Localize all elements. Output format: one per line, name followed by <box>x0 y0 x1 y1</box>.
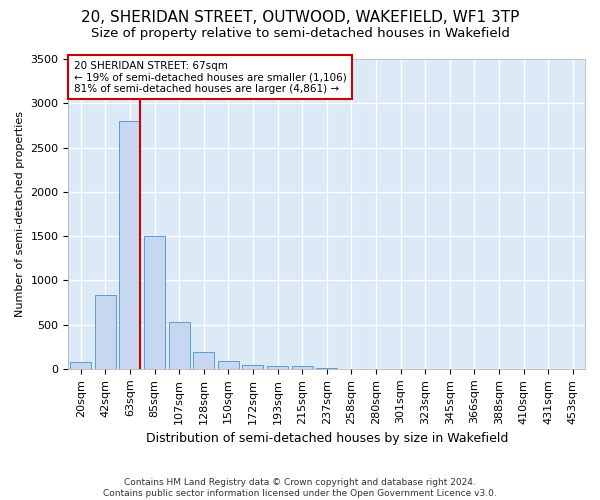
Bar <box>292 366 313 369</box>
Bar <box>193 352 214 369</box>
X-axis label: Distribution of semi-detached houses by size in Wakefield: Distribution of semi-detached houses by … <box>146 432 508 445</box>
Y-axis label: Number of semi-detached properties: Number of semi-detached properties <box>15 111 25 317</box>
Bar <box>119 121 140 369</box>
Bar <box>267 366 288 369</box>
Text: 20, SHERIDAN STREET, OUTWOOD, WAKEFIELD, WF1 3TP: 20, SHERIDAN STREET, OUTWOOD, WAKEFIELD,… <box>81 10 519 25</box>
Bar <box>70 362 91 369</box>
Bar <box>316 368 337 369</box>
Bar <box>218 362 239 369</box>
Bar <box>242 364 263 369</box>
Bar <box>95 296 116 369</box>
Bar <box>144 236 165 369</box>
Bar <box>169 322 190 369</box>
Text: Size of property relative to semi-detached houses in Wakefield: Size of property relative to semi-detach… <box>91 28 509 40</box>
Text: Contains HM Land Registry data © Crown copyright and database right 2024.
Contai: Contains HM Land Registry data © Crown c… <box>103 478 497 498</box>
Text: 20 SHERIDAN STREET: 67sqm
← 19% of semi-detached houses are smaller (1,106)
81% : 20 SHERIDAN STREET: 67sqm ← 19% of semi-… <box>74 60 346 94</box>
